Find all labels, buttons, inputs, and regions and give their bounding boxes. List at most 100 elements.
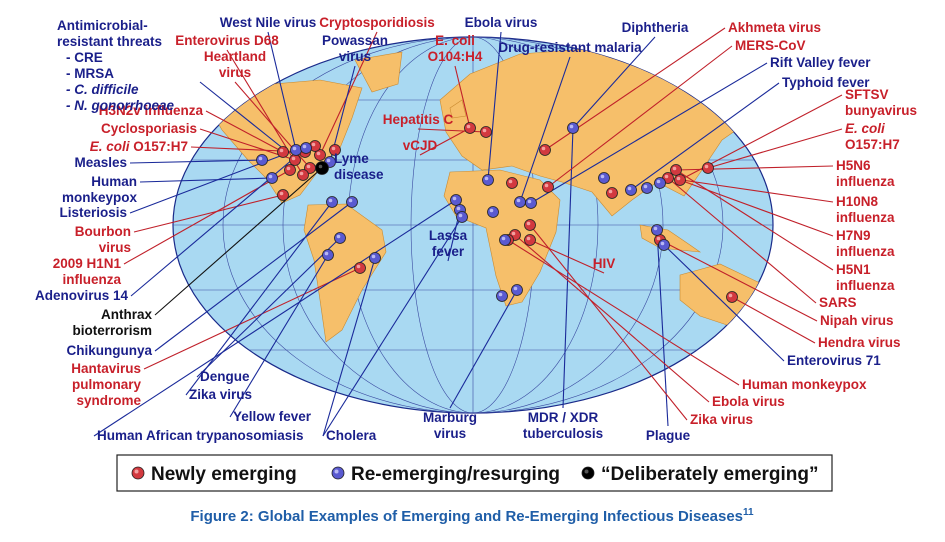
legend-box [116,454,833,492]
disease-label: Akhmeta virus [728,20,821,35]
leader-line [707,128,843,169]
leader-line [675,169,834,271]
dot-highlight [569,124,574,129]
dot-highlight [656,179,661,184]
leader-line [129,159,263,164]
leader-line [454,65,471,129]
disease-label: bioterrorism [72,323,152,338]
dot [514,196,526,208]
disease-label: SFTSV [845,87,889,102]
dot-highlight [316,151,321,156]
dot [322,249,334,261]
dot-highlight [456,206,461,211]
dot [480,126,492,138]
leader-line [514,234,710,403]
leader-line [679,179,834,237]
legend-dot [331,466,345,480]
dot-highlight [268,174,273,179]
dot-highlight [466,124,471,129]
legend: Newly emerging Re-emerging/resurging “Deli… [131,464,819,485]
leader-line [199,81,286,151]
dot-highlight [331,146,336,151]
leader-line [663,244,785,362]
leader-line [322,216,463,437]
dot-highlight [311,142,316,147]
dot [525,197,537,209]
leader-line [154,201,353,352]
dot-highlight [292,146,297,151]
label-rest: O157:H7 [129,139,188,154]
dot-highlight [541,146,546,151]
leader-line [572,36,656,129]
leader-lines [93,27,843,437]
leader-line [139,177,273,183]
dot-highlight [508,179,513,184]
leader-line [487,31,502,181]
disease-label: monkeypox [62,190,138,205]
disease-label: Yellow fever [233,409,312,424]
disease-dots [256,122,738,303]
dot-highlight [336,234,341,239]
disease-label: influenza [836,244,895,259]
disease-label: E. coli [845,121,885,136]
disease-label: Zika virus [690,412,753,427]
disease-label: O157:H7 [845,137,900,152]
dot [284,164,296,176]
dot-highlight [279,191,284,196]
dot-highlight [498,292,503,297]
dot-highlight [299,171,304,176]
legend-label: “Deliberately emerging” [601,464,819,485]
dot-highlight [608,189,613,194]
dot-highlight [291,156,296,161]
disease-label: Human monkeypox [742,377,867,392]
disease-label: Enterovirus 71 [787,353,881,368]
disease-label: Lyme [334,151,369,166]
leader-line [319,31,378,156]
dot [277,146,289,158]
dot [524,219,536,231]
dot-highlight [704,164,709,169]
amr-item: - N. gonorrhoeae [66,98,174,113]
disease-label: Human African trypanosomiasis [97,428,304,443]
disease-label: MERS-CoV [735,38,806,53]
dot-highlight [484,176,489,181]
leader-line [419,127,471,156]
dot [464,122,476,134]
dot-highlight [328,198,333,203]
dot-highlight [672,166,677,171]
dot-highlight [458,213,463,218]
dot [511,284,523,296]
dot-highlight [356,264,361,269]
disease-label: Enterovirus D68 [175,33,279,48]
dot-highlight [513,286,518,291]
disease-label: MDR / XDR [528,410,599,425]
disease-label: Adenovirus 14 [35,288,129,303]
dot [726,291,738,303]
dot [456,211,468,223]
dot-highlight [728,293,733,298]
disease-label: virus [219,65,251,80]
dot-highlight [306,164,311,169]
amr-item: - CRE [66,50,103,65]
disease-label: E. coli O157:H7 [90,139,188,154]
disease-label: bunyavirus [845,103,917,118]
disease-label: Ebola virus [465,15,538,30]
disease-label: Typhoid fever [782,75,870,90]
leader-line [143,267,361,370]
dot-highlight [664,174,669,179]
disease-label: virus [99,240,131,255]
dot [297,169,309,181]
disease-label: Diphtheria [622,20,689,35]
dot [315,161,329,175]
disease-label: H3N2v influenza [99,103,204,118]
amr-title: resistant threats [57,34,162,49]
dot-highlight [653,226,658,231]
dot-highlight [627,186,632,191]
leader-line [133,194,284,233]
dot [506,177,518,189]
leader-line [322,257,376,437]
amr-item: - MRSA [66,66,114,81]
dot [369,252,381,264]
